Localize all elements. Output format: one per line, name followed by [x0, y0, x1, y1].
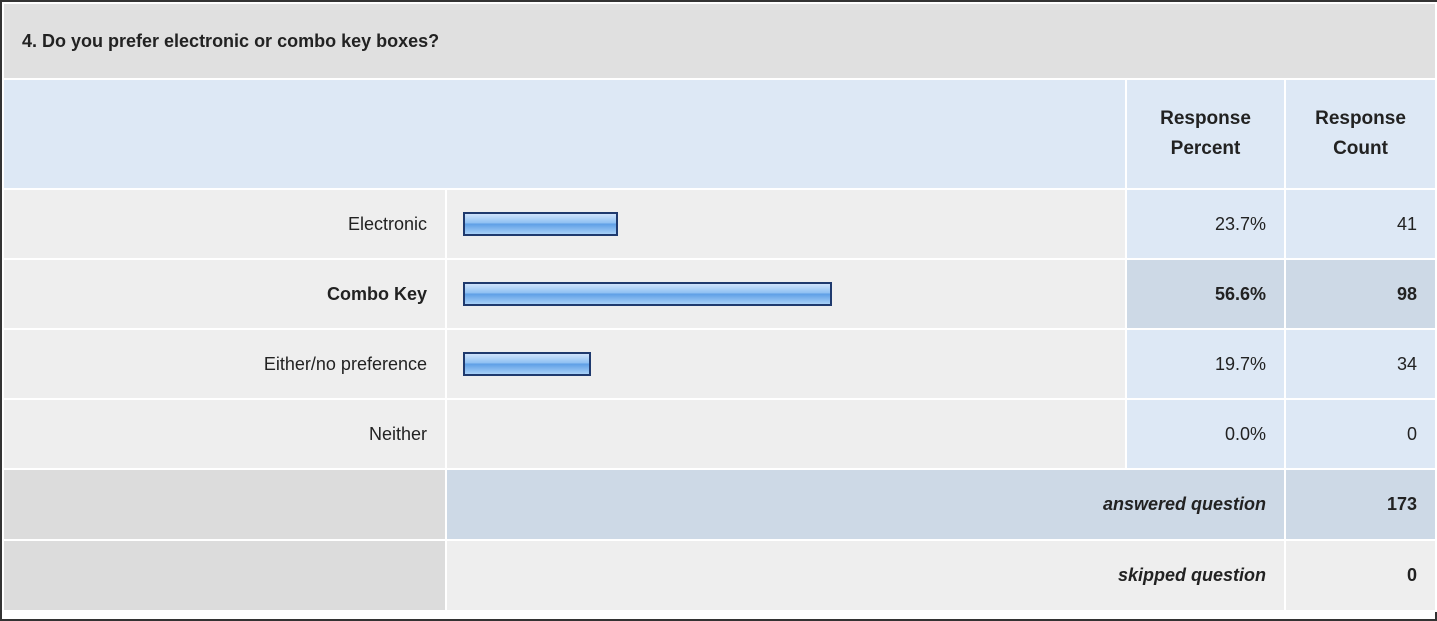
bar-cell [445, 188, 1127, 260]
response-count: 41 [1284, 188, 1437, 260]
header-blank [2, 78, 1127, 190]
response-percent: 0.0% [1125, 398, 1286, 470]
response-percent: 19.7% [1125, 328, 1286, 400]
response-count: 98 [1284, 258, 1437, 330]
response-label: Combo Key [2, 258, 447, 330]
rows: Electronic 23.7% 41 Combo Key 56.6% 98 Either/… [2, 188, 1437, 470]
bar-cell [445, 328, 1127, 400]
response-percent: 23.7% [1125, 188, 1286, 260]
response-label: Neither [2, 398, 447, 470]
response-row: Combo Key 56.6% 98 [2, 258, 1437, 330]
answered-label: answered question [445, 468, 1286, 541]
bar [463, 212, 618, 236]
bar-cell [445, 398, 1127, 470]
column-header: Response Percent [1125, 78, 1286, 190]
column-header: Response Count [1284, 78, 1437, 190]
skipped-count: 0 [1284, 539, 1437, 612]
bar-cell [445, 258, 1127, 330]
bar [463, 282, 833, 306]
response-row: Electronic 23.7% 41 [2, 188, 1437, 260]
skipped-label: skipped question [445, 539, 1286, 612]
response-row: Neither 0.0% 0 [2, 398, 1437, 470]
answered-count: 173 [1284, 468, 1437, 541]
bar [463, 352, 592, 376]
blank [2, 468, 447, 541]
response-label: Either/no preference [2, 328, 447, 400]
blank [2, 539, 447, 612]
response-row: Either/no preference 19.7% 34 [2, 328, 1437, 400]
response-percent: 56.6% [1125, 258, 1286, 330]
skipped-row: skipped question 0 [2, 539, 1437, 612]
response-count: 34 [1284, 328, 1437, 400]
response-label: Electronic [2, 188, 447, 260]
response-count: 0 [1284, 398, 1437, 470]
answered-row: answered question 173 [2, 468, 1437, 541]
question-title: 4. Do you prefer electronic or combo key… [2, 2, 1437, 80]
column-header-row: Response Percent Response Count [2, 78, 1437, 190]
